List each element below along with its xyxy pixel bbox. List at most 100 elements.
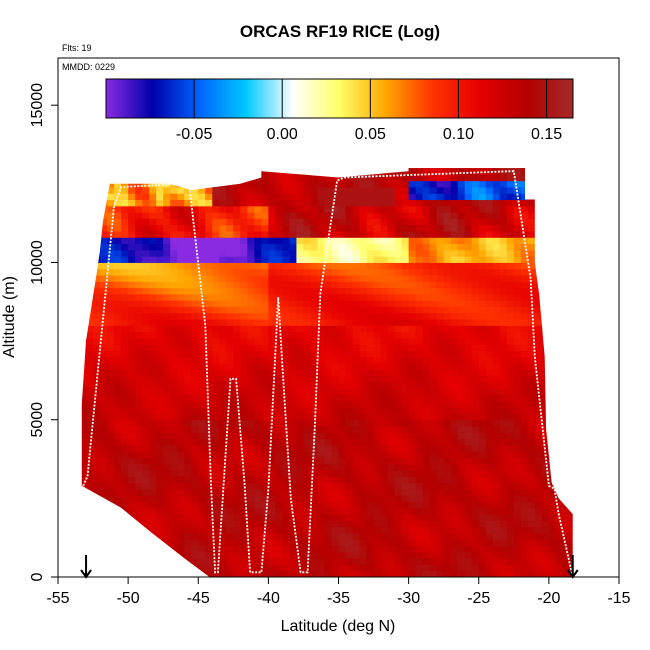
heatmap-cell [296, 470, 304, 477]
heatmap-cell [107, 300, 115, 307]
heatmap-cell [310, 532, 318, 540]
heatmap-cell [387, 300, 396, 307]
heatmap-cell [492, 438, 501, 446]
heatmap-cell [247, 400, 255, 408]
heatmap-cell [443, 356, 452, 364]
heatmap-cell [100, 293, 108, 301]
heatmap-cell [205, 375, 213, 383]
heatmap-cell [184, 507, 192, 515]
heatmap-cell [128, 325, 136, 333]
heatmap-cell [457, 394, 466, 402]
heatmap-cell [513, 168, 522, 175]
heatmap-cell [380, 193, 389, 201]
heatmap-cell [275, 432, 283, 440]
heatmap-cell [569, 457, 573, 465]
heatmap-cell [254, 514, 262, 521]
heatmap-cell [163, 306, 171, 314]
heatmap-cell [394, 369, 403, 377]
heatmap-cell [289, 381, 297, 389]
heatmap-cell [422, 520, 431, 528]
heatmap-cell [429, 312, 438, 320]
heatmap-cell [471, 539, 480, 547]
heatmap-cell [436, 174, 445, 182]
heatmap-cell [296, 419, 304, 427]
heatmap-cell [471, 262, 480, 270]
heatmap-cell [114, 520, 122, 528]
heatmap-cell [478, 224, 487, 232]
heatmap-cell [352, 256, 361, 263]
heatmap-cell [240, 262, 248, 270]
heatmap-cell [205, 551, 213, 559]
heatmap-cell [177, 501, 185, 509]
heatmap-cell [338, 407, 347, 414]
heatmap-cell [317, 488, 325, 496]
heatmap-cell [289, 168, 297, 175]
heatmap-cell [177, 551, 185, 559]
heatmap-cell [128, 539, 136, 547]
heatmap-cell [107, 249, 115, 257]
heatmap-cell [548, 375, 557, 383]
heatmap-cell [93, 457, 101, 465]
heatmap-cell [261, 470, 269, 477]
heatmap-cell [443, 319, 452, 326]
heatmap-cell [548, 400, 557, 408]
heatmap-cell [310, 394, 318, 402]
heatmap-cell [205, 532, 213, 540]
heatmap-cell [282, 256, 290, 263]
heatmap-cell [422, 407, 431, 414]
heatmap-cell [198, 237, 206, 245]
heatmap-cell [387, 168, 396, 169]
heatmap-cell [394, 501, 403, 509]
heatmap-cell [191, 394, 199, 402]
heatmap-cell [373, 168, 382, 175]
heatmap-cell [184, 381, 192, 389]
heatmap-cell [177, 363, 185, 370]
heatmap-cell [317, 205, 325, 213]
heatmap-cell [569, 337, 573, 345]
heatmap-cell [156, 564, 164, 572]
heatmap-cell [527, 350, 536, 358]
heatmap-cell [541, 476, 550, 484]
heatmap-cell [254, 193, 262, 201]
heatmap-cell [527, 426, 536, 433]
heatmap-cell [345, 300, 354, 307]
heatmap-cell [436, 350, 445, 358]
heatmap-cell [135, 300, 143, 307]
heatmap-cell [93, 419, 101, 427]
heatmap-cell [261, 419, 269, 427]
heatmap-cell [534, 526, 543, 534]
heatmap-cell [268, 186, 276, 194]
heatmap-cell [219, 218, 227, 226]
heatmap-cell [310, 375, 318, 383]
heatmap-cell [324, 356, 332, 364]
heatmap-cell [121, 249, 129, 257]
heatmap-cell [156, 507, 164, 515]
heatmap-cell [303, 539, 311, 547]
heatmap-cell [422, 168, 431, 169]
heatmap-cell [338, 438, 347, 446]
heatmap-cell [121, 532, 129, 540]
heatmap-cell [81, 193, 87, 201]
heatmap-cell [324, 300, 332, 307]
heatmap-cell [303, 300, 311, 307]
heatmap-cell [569, 400, 573, 408]
heatmap-cell [555, 476, 564, 484]
heatmap-cell [226, 476, 234, 484]
heatmap-cell [324, 312, 332, 320]
heatmap-cell [128, 356, 136, 364]
heatmap-cell [268, 306, 276, 314]
heatmap-cell [443, 180, 452, 188]
heatmap-cell [457, 551, 466, 559]
heatmap-cell [471, 174, 480, 182]
heatmap-cell [415, 168, 424, 175]
heatmap-cell [317, 268, 325, 276]
heatmap-cell [457, 388, 466, 396]
heatmap-cell [401, 243, 410, 251]
heatmap-cell [135, 363, 143, 370]
heatmap-cell [114, 470, 122, 477]
heatmap-cell [114, 488, 122, 496]
heatmap-cell [261, 520, 269, 528]
heatmap-cell [415, 312, 424, 320]
heatmap-cell [527, 539, 536, 547]
heatmap-cell [289, 268, 297, 276]
